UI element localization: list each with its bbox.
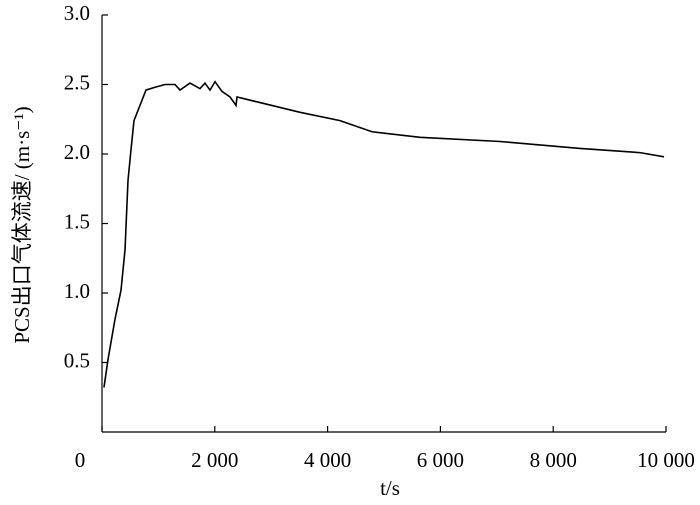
y-tick-label: 1.0: [64, 279, 90, 303]
x-axis-label: t/s: [380, 476, 400, 500]
x-tick-label: 2 000: [191, 448, 238, 472]
x-tick-label: 4 000: [304, 448, 351, 472]
y-tick-label: 0.5: [64, 348, 90, 372]
x-tick-label: 10 000: [637, 448, 695, 472]
x-tick-label: 6 000: [417, 448, 464, 472]
y-tick-label: 1.5: [64, 209, 90, 233]
y-tick-label: 2.5: [64, 70, 90, 94]
data-line: [103, 80, 665, 388]
y-tick-label: 3.0: [64, 1, 90, 25]
y-axis-label: PCS出口气体流速/ (m·s⁻¹): [10, 106, 34, 343]
x-tick-label: 0: [75, 448, 86, 472]
x-tick-label: 8 000: [530, 448, 577, 472]
y-tick-label: 2.0: [64, 140, 90, 164]
